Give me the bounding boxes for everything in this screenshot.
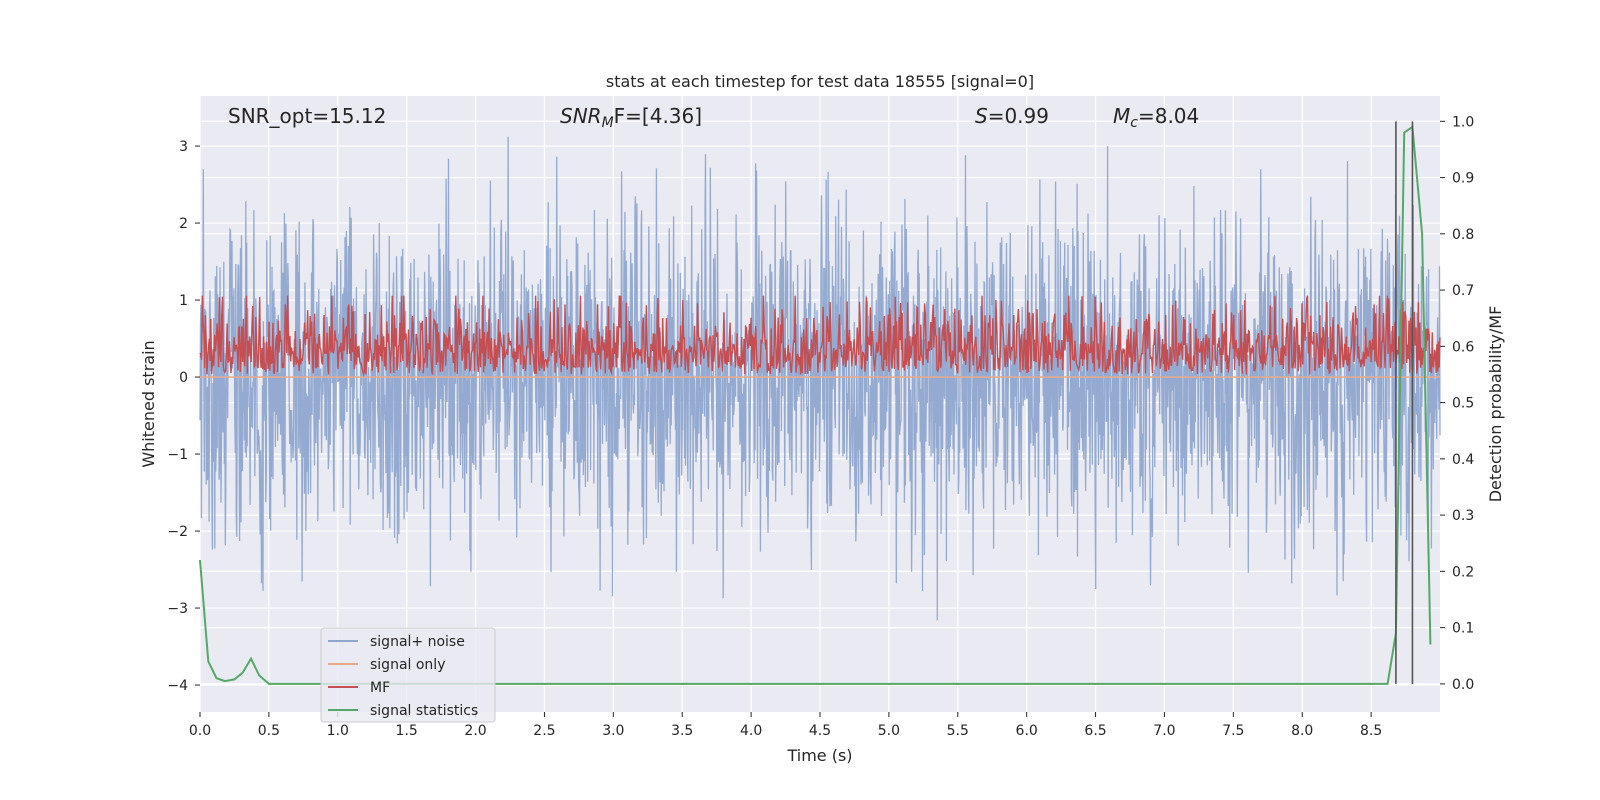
annotation-s: S=0.99 [975,104,1049,128]
y-left-tick-label: 1 [179,293,188,309]
y-right-tick-label: 0.3 [1452,508,1474,524]
y-right-tick-label: 0.5 [1452,396,1474,412]
y-right-tick-label: 0.6 [1452,339,1474,355]
y-right-tick-label: 0.2 [1452,564,1474,580]
y-left-tick-label: −2 [167,524,188,540]
y-axis-label-right: Detection probability/MF [1486,306,1505,503]
annotation-snr-mf-rest: F=[4.36] [614,104,702,128]
annotation-mc-rest: =8.04 [1138,104,1199,128]
legend-label-signal-only: signal only [370,657,445,673]
legend: signal+ noise signal only MF signal stat… [320,627,496,723]
annotation-mc-main: M [1113,104,1130,128]
x-tick-label: 5.0 [878,723,900,739]
annotation-mc-sub: c [1130,115,1138,131]
y-left-tick-label: 2 [179,216,188,232]
annotation-s-main: S [975,104,988,128]
annotation-snr-mf: SNRMF=[4.36] [560,104,702,131]
legend-box [320,627,496,723]
y-right-tick-label: 0.4 [1452,452,1474,468]
x-tick-label: 2.5 [533,723,555,739]
legend-label-signal-noise: signal+ noise [370,634,465,650]
y-right-tick-label: 0.1 [1452,621,1474,637]
legend-label-signal-statistics: signal statistics [370,703,478,719]
x-tick-label: 0.5 [258,723,280,739]
x-tick-label: 3.5 [671,723,693,739]
x-tick-label: 6.0 [1016,723,1038,739]
annotation-snr-mf-sub: M [602,115,614,131]
x-tick-label: 1.0 [327,723,349,739]
y-right-tick-label: 1.0 [1452,114,1474,130]
x-tick-label: 1.5 [396,723,418,739]
y-axis-label-left: Whitened strain [139,340,158,467]
x-tick-label: 7.0 [1153,723,1175,739]
annotation-snr-mf-main: SNR [560,104,602,128]
x-tick-label: 5.5 [947,723,969,739]
x-tick-label: 8.0 [1291,723,1313,739]
x-axis-label: Time (s) [786,746,852,765]
legend-label-mf: MF [370,680,390,696]
y-right-tick-label: 0.0 [1452,677,1474,693]
y-left-tick-label: −4 [167,678,188,694]
series-signal-noise-line [199,136,1441,621]
y-left-tick-label: 0 [179,370,188,386]
y-right-tick-label: 0.7 [1452,283,1474,299]
y-right-tick-label: 0.8 [1452,227,1474,243]
y-left-tick-label: 3 [179,139,188,155]
y-left-tick-label: −3 [167,601,188,617]
data-layer [199,121,1441,685]
axes: 0.0 0.5 1.0 1.5 2.0 2.5 3.0 3.5 4.0 4.5 5.0 5.5 6.0 6… [167,114,1474,739]
x-tick-label: 0.0 [189,723,211,739]
y-left-tick-label: −1 [167,447,188,463]
x-tick-label: 2.0 [464,723,486,739]
x-tick-label: 7.5 [1222,723,1244,739]
chart-title: stats at each timestep for test data 185… [606,72,1034,91]
annotation-snr-opt: SNR_opt=15.12 [228,104,386,128]
x-tick-label: 6.5 [1084,723,1106,739]
x-tick-label: 3.0 [602,723,624,739]
annotation-mc: Mc=8.04 [1113,104,1199,131]
x-tick-label: 4.5 [809,723,831,739]
y-right-tick-label: 0.9 [1452,171,1474,187]
x-tick-label: 8.5 [1360,723,1382,739]
x-tick-label: 4.0 [740,723,762,739]
annotation-s-rest: =0.99 [988,104,1049,128]
series-mf-line [199,295,1441,378]
